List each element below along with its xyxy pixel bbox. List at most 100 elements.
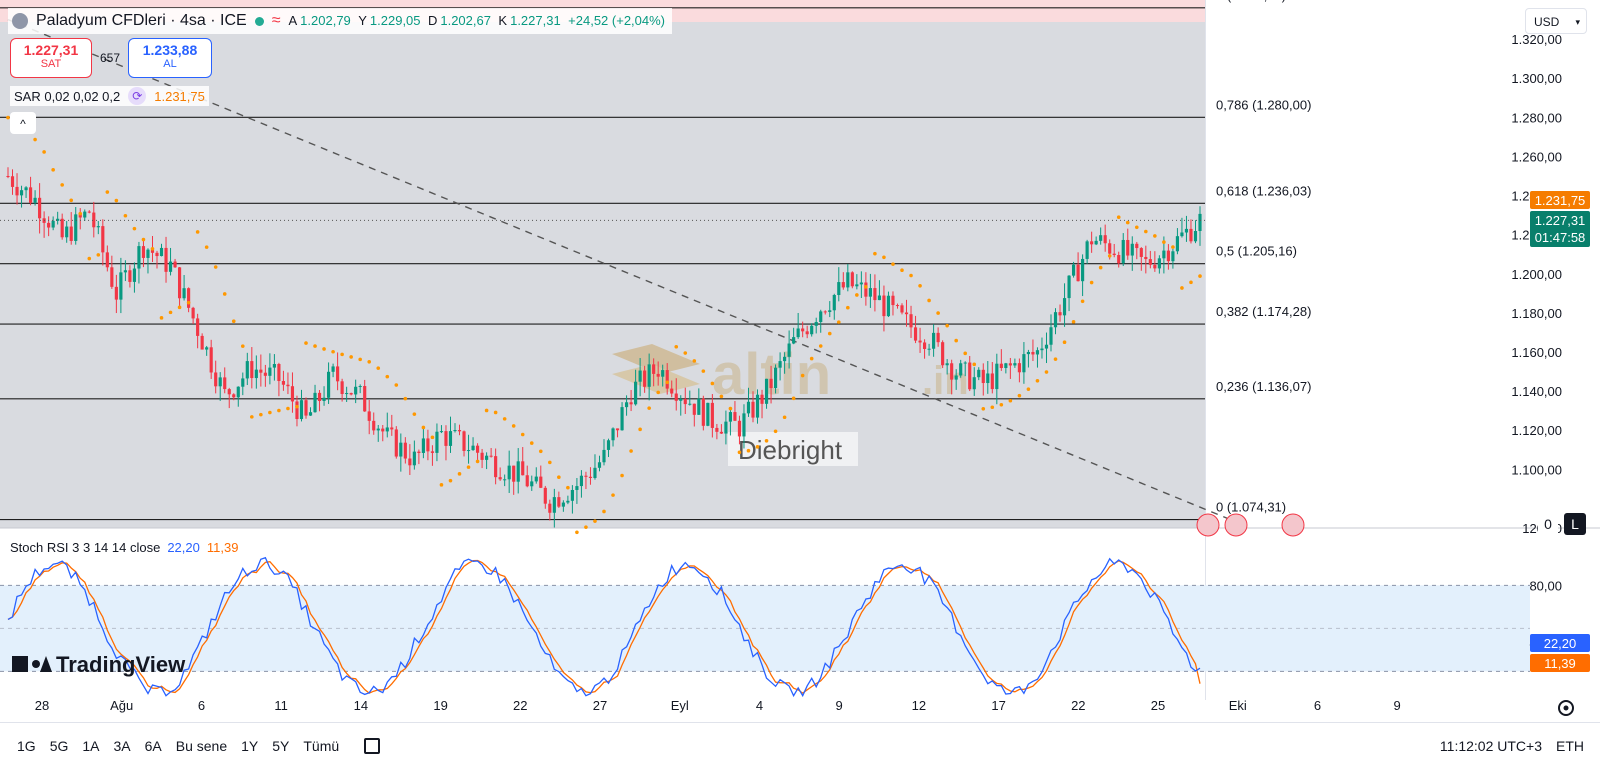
candle-body <box>150 249 155 253</box>
candle-body <box>381 428 385 432</box>
candle-body <box>123 270 127 273</box>
timeframe-button[interactable]: 5Y <box>272 737 290 754</box>
candle-body <box>277 364 281 382</box>
candle-body <box>593 467 597 478</box>
svg-text:11,39: 11,39 <box>1544 656 1576 671</box>
log-toggle[interactable]: L <box>1564 513 1586 535</box>
clock[interactable]: 11:12:02 UTC+3 <box>1439 737 1542 754</box>
fibonacci-levels: 1 (1.336,00) 0,786 (1.280,00) 0,618 (1.236… <box>0 0 1311 521</box>
candle-body <box>1085 241 1089 259</box>
sell-button[interactable]: 1.227,31 SAT <box>10 38 92 78</box>
candle-body <box>873 288 877 301</box>
time-axis[interactable]: 28 Ağu 6 11 14 19 22 27 Eyl 4 9 12 17 22 25 Eki 6 9 <box>35 698 1401 713</box>
candle-body <box>498 477 502 480</box>
candle-body <box>634 381 638 405</box>
candle-body <box>624 402 629 408</box>
candle-body <box>959 363 963 376</box>
candle-body <box>552 497 556 513</box>
candle-body <box>331 366 335 372</box>
sar-dot <box>1125 220 1130 225</box>
chart-canvas[interactable]: altin .in Diebright 1 (1.336,00) 0,786 (1… <box>0 0 1600 722</box>
candle-body <box>317 392 322 401</box>
candle-body <box>543 487 547 504</box>
buy-price: 1.233,88 <box>142 42 198 58</box>
trendline[interactable] <box>7 18 1228 519</box>
candle-body <box>1076 264 1080 282</box>
sar-dot <box>900 268 904 272</box>
sar-dot <box>168 310 173 315</box>
sar-dot <box>385 374 390 379</box>
buy-button[interactable]: 1.233,88 AL <box>128 38 212 78</box>
sar-dot <box>6 115 10 120</box>
timeframe-list: 1G 5G 1A 3A 6A Bu sene 1Y 5Y Tümü <box>10 738 346 754</box>
candle-body <box>10 176 15 187</box>
sar-dot <box>159 316 164 320</box>
candle-body <box>981 369 985 384</box>
us-flag-icon[interactable] <box>1281 513 1305 537</box>
refresh-icon[interactable]: ⟳ <box>128 87 147 105</box>
timeframe-button[interactable]: Bu sene <box>175 737 228 754</box>
candle-body <box>810 325 814 335</box>
sar-dot <box>909 273 913 278</box>
symbol-title[interactable]: Paladyum CFDleri · 4sa · ICE <box>36 12 247 29</box>
time-tick-label: 9 <box>1394 698 1401 713</box>
sar-dot <box>132 226 137 231</box>
price-axis[interactable]: 1.100,00 1.120,00 1.140,00 1.160,00 1.180,00… <box>1511 32 1562 651</box>
axis-divider <box>1205 0 1206 700</box>
candle-body <box>963 362 967 364</box>
sar-dot <box>51 168 55 172</box>
candle-body <box>439 431 444 433</box>
sar-dot <box>990 405 995 410</box>
timeframe-button[interactable]: 1A <box>82 737 100 754</box>
candle-body <box>281 381 286 385</box>
timeframe-button[interactable]: 5G <box>49 737 69 754</box>
fib-label: 0,786 (1.280,00) <box>1216 97 1311 112</box>
tradingview-logo[interactable]: TradingView <box>12 652 186 677</box>
candle-body <box>868 288 872 297</box>
event-flags[interactable] <box>1196 513 1305 537</box>
candle-body <box>345 393 349 395</box>
stoch-d-value: 11,39 <box>206 540 239 555</box>
sar-dot <box>105 190 110 194</box>
candle-body <box>597 462 602 468</box>
timeframe-button[interactable]: 6A <box>144 737 162 754</box>
candle-body <box>1040 348 1044 351</box>
sar-dot <box>782 415 787 420</box>
date-range-icon[interactable] <box>364 737 381 754</box>
candle-body <box>751 401 755 418</box>
candle-body <box>688 403 692 405</box>
candle-body <box>728 412 733 422</box>
candle-body <box>615 428 620 431</box>
sar-legend[interactable]: SAR 0,02 0,02 0,2 ⟳ 1.231,75 <box>10 86 209 106</box>
candle-body <box>60 218 64 238</box>
candle-body <box>796 328 800 338</box>
candle-body <box>927 348 931 350</box>
timeframe-button[interactable]: 1G <box>17 737 36 754</box>
sar-dot <box>304 341 308 345</box>
candle-body <box>412 451 416 466</box>
candle-body <box>205 347 209 350</box>
currency-selector[interactable]: USD ▾ <box>1525 8 1587 34</box>
timeframe-button[interactable]: Tümü <box>303 737 340 754</box>
fib-label: 0,236 (1.136,07) <box>1216 379 1311 394</box>
session-label[interactable]: ETH <box>1556 737 1584 754</box>
candle-body <box>132 268 137 282</box>
sar-dot <box>873 251 877 256</box>
settings-gear-icon[interactable] <box>1558 700 1574 716</box>
sar-dot <box>548 460 552 465</box>
us-flag-icon[interactable] <box>1224 513 1248 537</box>
candle-body <box>444 431 448 446</box>
timeframe-button[interactable]: 3A <box>113 737 131 754</box>
timeframe-button[interactable]: 1Y <box>241 737 259 754</box>
logo-text: TradingView <box>56 652 186 677</box>
collapse-legend-button[interactable]: ^ <box>10 112 36 134</box>
stoch-legend[interactable]: Stoch RSI 3 3 14 14 close 22,20 11,39 <box>10 540 238 555</box>
time-tick-label: Eki <box>1229 698 1247 713</box>
sar-dot <box>647 406 651 410</box>
candle-body <box>837 282 841 296</box>
watermark-brand: altin <box>712 342 831 407</box>
us-flag-icon[interactable] <box>1196 513 1220 537</box>
candle-body <box>430 451 435 453</box>
zero-toggle[interactable]: 0 <box>1538 513 1558 535</box>
candle-body <box>209 347 213 373</box>
